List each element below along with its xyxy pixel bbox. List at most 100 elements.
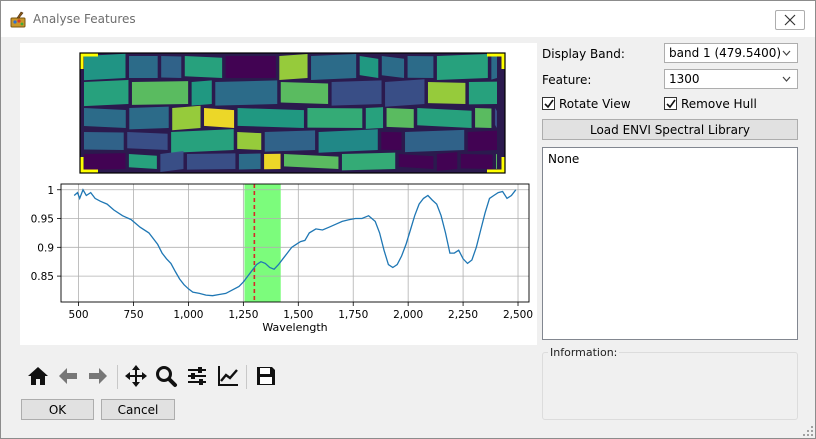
display-band-label: Display Band: (542, 47, 625, 61)
image-tile (468, 81, 497, 105)
zoom-button[interactable] (153, 363, 179, 389)
zoom-magnifier-icon (156, 366, 177, 387)
image-tile (318, 129, 378, 153)
forward-arrow-icon (89, 368, 107, 384)
image-tile (307, 108, 363, 128)
image-tile (496, 154, 497, 169)
image-tile (84, 53, 126, 81)
image-tile (184, 56, 223, 78)
display-band-select[interactable]: band 1 (479.5400) (664, 43, 798, 63)
y-tick-label: 0.9 (37, 242, 54, 254)
image-tile (405, 129, 465, 153)
feature-value: 1300 (669, 72, 700, 86)
close-icon (784, 14, 796, 26)
x-tick-label: 750 (123, 309, 143, 321)
figure-svg: 500 750 1,000 1,250 1,500 1,750 2,000 2,250 2,50… (31, 52, 533, 334)
image-tile (491, 54, 497, 80)
back-button[interactable] (55, 363, 81, 389)
pan-move-icon (125, 365, 147, 387)
remove-hull-checkbox[interactable] (664, 97, 677, 110)
image-tile (128, 154, 157, 169)
y-tick-label: 1 (47, 185, 54, 197)
image-tile (225, 55, 276, 79)
image-tile (264, 130, 316, 152)
plot-canvas[interactable]: 500 750 1,000 1,250 1,500 1,750 2,000 2,250 2,50… (20, 43, 537, 345)
close-button[interactable] (775, 10, 805, 30)
image-tile (417, 108, 472, 128)
image-tile (191, 80, 212, 106)
image-tile (84, 153, 126, 170)
image-tile (161, 56, 182, 78)
load-envi-library-button[interactable]: Load ENVI Spectral Library (542, 119, 798, 140)
checkmark-icon (544, 99, 554, 109)
image-frame-corner (487, 157, 505, 173)
image-tile (359, 56, 379, 78)
image-tile (280, 82, 329, 104)
image-frame-corner (80, 157, 98, 173)
spectrum-line (73, 188, 517, 297)
remove-hull-label: Remove Hull (681, 97, 757, 111)
image-tile (284, 154, 339, 169)
image-tile (84, 108, 126, 128)
app-palette-icon (10, 11, 26, 28)
save-figure-button[interactable] (253, 363, 279, 389)
image-tile (381, 56, 405, 78)
y-tick-label: 0.95 (31, 214, 54, 226)
image-tile (186, 153, 236, 170)
edit-axes-icon (218, 366, 238, 386)
image-tile (129, 106, 169, 130)
edit-axes-button[interactable] (215, 363, 241, 389)
x-tick-label: 2,500 (503, 309, 533, 321)
toolbar-separator (246, 365, 247, 389)
rotate-view-checkbox[interactable] (542, 97, 555, 110)
image-tile (215, 80, 278, 106)
image-border (79, 52, 506, 174)
image-tile (427, 82, 466, 104)
ok-button[interactable]: OK (21, 399, 94, 420)
image-tile (436, 152, 458, 171)
image-tile (279, 53, 308, 81)
image-frame-corner (487, 53, 505, 69)
hyperspectral-image (79, 52, 506, 174)
back-arrow-icon (59, 368, 77, 384)
configure-subplots-icon (188, 367, 206, 385)
x-tick-label: 1,000 (173, 309, 203, 321)
image-tile (460, 154, 493, 169)
x-tick-label: 2,250 (448, 309, 478, 321)
spectral-library-list[interactable]: None (542, 147, 798, 340)
feature-select[interactable]: 1300 (664, 69, 798, 89)
title-bar: Analyse Features (1, 1, 815, 37)
cancel-button[interactable]: Cancel (101, 399, 175, 420)
display-band-value: band 1 (479.5400) (669, 46, 782, 60)
image-tile (129, 56, 158, 78)
image-tile (331, 80, 382, 106)
save-floppy-icon (257, 367, 275, 385)
axes-frame (60, 183, 530, 303)
list-item[interactable]: None (548, 152, 580, 166)
x-tick-label: 500 (69, 309, 89, 321)
home-button[interactable] (25, 363, 51, 389)
image-tile (84, 79, 129, 107)
configure-subplots-button[interactable] (184, 363, 210, 389)
image-tile (172, 105, 201, 131)
image-tile (237, 108, 304, 128)
image-tile (131, 81, 189, 105)
image-tile (341, 152, 396, 171)
feature-label: Feature: (542, 73, 592, 87)
chevron-down-icon (782, 50, 791, 56)
x-axis-label: Wavelength (262, 321, 327, 334)
image-tile (237, 132, 262, 150)
image-tile (467, 130, 497, 152)
forward-button[interactable] (85, 363, 111, 389)
image-tile (385, 79, 425, 107)
image-tile (238, 153, 261, 170)
feature-highlight-band (244, 184, 281, 302)
toolbar-separator (117, 365, 118, 389)
image-tile (475, 108, 492, 128)
pan-button[interactable] (123, 363, 149, 389)
image-tile (127, 132, 168, 150)
y-tick-label: 0.85 (31, 271, 54, 283)
information-legend: Information: (548, 346, 620, 359)
resize-grip-icon[interactable] (803, 426, 813, 436)
